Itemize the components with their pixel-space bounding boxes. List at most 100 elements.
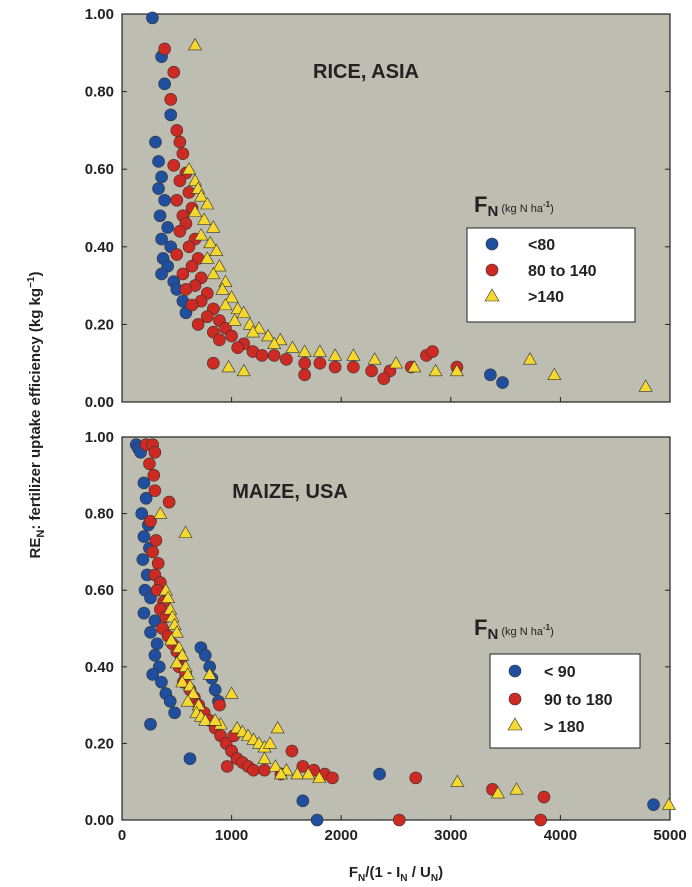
rice-point-series-1	[158, 77, 171, 91]
rice-legend-title-sub: N	[487, 203, 498, 220]
rice-y-tick-label: 0.60	[85, 161, 114, 178]
rice-point-series-2	[225, 329, 238, 343]
maize-y-tick-label: 0.80	[85, 506, 114, 523]
rice-point-series-3	[194, 228, 209, 241]
rice-point-series-1	[155, 232, 168, 246]
rice-point-series-2	[426, 345, 439, 358]
rice-point-series-3	[181, 162, 196, 175]
maize-point-series-2	[149, 534, 163, 547]
maize-legend-title-main: F	[474, 615, 487, 640]
rice-point-series-2	[298, 356, 311, 370]
rice-legend-marker-yellow	[484, 288, 500, 302]
rice-legend-title-close: )	[550, 203, 554, 215]
maize-point-series-3	[161, 590, 176, 604]
maize-point-series-1	[163, 694, 177, 708]
maize-point-series-1	[150, 637, 164, 651]
maize-legend-title: FN (kg N ha-1)	[474, 615, 554, 643]
rice-point-series-2	[167, 159, 181, 172]
rice-point-series-3	[215, 282, 230, 295]
rice-legend-title-sup: -1	[543, 200, 551, 209]
maize-point-series-3	[180, 694, 195, 707]
rice-y-tick-label: 0.80	[85, 84, 114, 101]
rice-legend-title-unit: (kg N ha	[498, 203, 544, 215]
maize-x-tick-label: 3000	[434, 827, 467, 844]
maize-legend-marker-blue	[508, 664, 522, 678]
rice-point-series-3	[188, 204, 203, 218]
maize-legend: FN (kg N ha-1) < 90 90 to 180 > 180	[474, 615, 641, 749]
rice-point-series-3	[206, 266, 221, 280]
rice-point-series-2	[176, 267, 190, 281]
maize-point-series-3	[164, 632, 179, 646]
x-axis-label: FN/(1 - IN / UN)	[349, 864, 443, 884]
rice-point-series-2	[158, 42, 171, 56]
maize-point-series-3	[169, 655, 184, 669]
rice-point-series-2	[200, 310, 214, 323]
maize-point-series-2	[537, 790, 551, 804]
maize-point-series-1	[208, 683, 222, 697]
maize-point-series-3	[262, 736, 277, 749]
rice-panel-title: RICE, ASIA	[313, 61, 419, 83]
rice-point-series-2	[185, 259, 199, 273]
y-label-close: )	[27, 272, 44, 277]
maize-point-series-2	[326, 771, 339, 785]
maize-point-series-2	[162, 495, 176, 509]
rice-point-series-2	[347, 360, 360, 374]
rice-point-series-3	[407, 359, 422, 373]
rice-point-series-3	[236, 363, 251, 377]
maize-y-axis: 0.00 0.20 0.40 0.60 0.80 1.00	[85, 429, 670, 829]
rice-point-series-3	[449, 363, 464, 377]
rice-point-series-3	[188, 37, 203, 51]
rice-point-series-1	[155, 267, 168, 281]
maize-x-tick-label: 2000	[325, 827, 358, 844]
maize-point-series-3	[312, 770, 327, 784]
maize-point-series-2	[220, 760, 234, 773]
rice-point-series-1	[155, 170, 168, 184]
rice-point-series-2	[173, 174, 187, 188]
maize-data-points	[129, 438, 676, 827]
maize-point-series-1	[296, 794, 310, 808]
rice-point-series-1	[146, 11, 159, 25]
rice-point-series-1	[152, 182, 165, 195]
rice-point-series-2	[328, 360, 342, 374]
maize-point-series-1	[137, 476, 151, 490]
maize-point-series-3	[224, 686, 239, 699]
maize-point-series-3	[290, 766, 305, 780]
rice-point-series-3	[194, 189, 209, 202]
maize-y-tick-label: 0.60	[85, 582, 114, 599]
maize-point-series-3	[202, 667, 217, 680]
maize-legend-title-sub: N	[487, 626, 498, 643]
maize-point-series-3	[186, 686, 201, 699]
x-label-f: F	[349, 864, 358, 881]
maize-point-series-3	[175, 648, 190, 661]
maize-point-series-1	[137, 530, 151, 543]
y-axis-label: REN: fertilizer uptake efficiency (kg kg…	[26, 272, 47, 559]
rice-point-series-2	[207, 356, 220, 370]
rice-point-series-2	[182, 240, 196, 254]
rice-legend-label-1: <80	[528, 237, 555, 254]
rice-legend-marker-red	[485, 263, 499, 277]
maize-point-series-2	[534, 813, 547, 827]
maize-point-series-1	[183, 752, 197, 766]
rice-point-series-3	[203, 235, 218, 249]
rice-y-tick-label: 0.00	[85, 394, 114, 411]
rice-point-series-2	[313, 356, 327, 370]
maize-legend-label-2: 90 to 180	[544, 692, 613, 709]
rice-point-series-2	[231, 341, 244, 354]
rice-point-series-3	[297, 344, 312, 357]
rice-point-series-2	[377, 372, 391, 386]
maize-point-series-2	[147, 468, 161, 482]
rice-y-tick-label: 0.20	[85, 316, 114, 333]
rice-point-series-3	[227, 313, 242, 326]
maize-panel: MAIZE, USA 0.00 0.20 0.40 0.60 0.80 1.00 0 100…	[85, 429, 687, 844]
maize-point-series-1	[144, 626, 157, 639]
maize-x-axis: 0 1000 2000 3000 4000 5000	[118, 815, 687, 844]
y-label-rest: : fertilizer uptake efficiency (kg kg	[27, 288, 44, 530]
maize-y-tick-label: 1.00	[85, 429, 114, 446]
rice-point-series-3	[388, 356, 404, 369]
rice-point-series-2	[179, 283, 193, 296]
rice-point-series-3	[261, 328, 276, 342]
maize-legend-label-1: < 90	[544, 664, 576, 681]
maize-x-tick-label: 4000	[544, 827, 577, 844]
maize-point-series-2	[285, 744, 299, 758]
